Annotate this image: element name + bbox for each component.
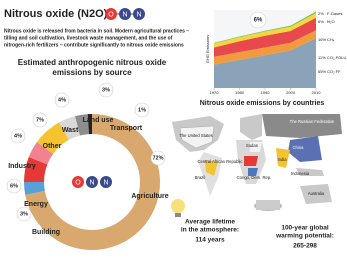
legend-name: N₂O	[327, 19, 335, 24]
segment-value: 6%	[10, 183, 18, 189]
country-label: India	[277, 157, 287, 162]
country-label: Central African Republic	[198, 159, 243, 164]
segment-value: 1%	[138, 107, 146, 113]
area	[214, 13, 316, 48]
donut-segment	[59, 116, 81, 140]
legend-share: 16%	[318, 37, 326, 42]
x-tick-label: 2000	[286, 90, 296, 95]
fact-label: Average lifetime	[185, 219, 235, 226]
atom-label: O	[75, 179, 81, 186]
donut-segment	[75, 114, 89, 136]
value-bubble	[32, 112, 48, 128]
country-label: Brazil	[195, 175, 206, 180]
atom: N	[136, 11, 141, 18]
atom-label: N	[89, 179, 94, 186]
y-axis-label: GHG Emissions	[205, 35, 210, 63]
legend-name: F-Gases	[327, 11, 342, 16]
donut-segment	[24, 156, 48, 182]
country-label: Indonesia	[291, 171, 310, 176]
area	[214, 17, 316, 57]
intro: tilling and soil cultivation, livestock …	[4, 35, 173, 41]
legend-name: CH₄	[327, 37, 335, 42]
donut-segment	[24, 182, 45, 195]
segment-label: Land use	[83, 117, 114, 124]
value-bubble	[98, 82, 114, 98]
callout	[249, 11, 267, 29]
country-label: Sudan	[246, 143, 259, 148]
segment-label: Energy	[24, 201, 48, 208]
fact-label: 100-year global	[281, 225, 329, 232]
fact-value: 114 years	[195, 237, 225, 244]
donut-title: emissions by source	[52, 68, 132, 77]
value-bubble	[150, 150, 166, 166]
map-title: Nitrous oxide emissions by countries	[200, 100, 325, 107]
x-tick-label: 1990	[261, 90, 271, 95]
callout-label: 6%	[254, 18, 263, 24]
value-bubble	[16, 206, 32, 222]
segment-label: Building	[32, 229, 60, 236]
value-bubble	[54, 92, 70, 108]
donut-segment	[36, 122, 69, 154]
intro: Nitrous oxide is released from bacteria …	[4, 28, 189, 34]
atom	[86, 176, 98, 188]
atom	[72, 176, 84, 188]
title: Nitrous oxide (N2O)	[4, 8, 108, 20]
donut-segment	[87, 114, 92, 135]
value-bubble	[6, 178, 22, 194]
x-tick-label: 1980	[235, 90, 245, 95]
segment-value: 7%	[36, 117, 44, 123]
segment-label: Waste	[62, 127, 82, 134]
area	[214, 30, 316, 65]
x-tick-label: 1970	[210, 90, 220, 95]
segment-value: 4%	[58, 97, 66, 103]
x-tick-label: 2010	[312, 90, 322, 95]
segment-label: Industry	[8, 163, 36, 170]
intro: nitrogen-rich fertilizers – contribute s…	[4, 42, 184, 48]
atom-label: N	[103, 179, 108, 186]
value-bubble	[134, 102, 150, 118]
segment-label: Agriculture	[131, 193, 168, 200]
country-label: Congo, Dem. Rep.	[237, 175, 272, 180]
segment-label: Other	[43, 143, 62, 150]
fact-label: warming potential:	[275, 233, 334, 240]
molecule: O N N	[105, 8, 145, 20]
donut-segment	[28, 142, 54, 165]
atom: O	[108, 11, 114, 18]
donut-title: Estimated anthropogenic nitrous oxide	[18, 58, 167, 67]
country-label: China	[293, 145, 305, 150]
segment-value: 4%	[14, 133, 22, 139]
legend-share: 6%	[318, 19, 324, 24]
legend-share: 2%	[318, 11, 324, 16]
legend-name: CO₂ FOLU	[327, 55, 346, 60]
country-label: The Russian Federation	[290, 119, 335, 124]
country-label: The United States	[179, 133, 213, 138]
fact-label: in the atmosphere:	[181, 227, 239, 234]
fact-value: 265-298	[293, 243, 317, 250]
segment-value: 3%	[102, 87, 110, 93]
map: Nitrous oxide emissions by countries The…	[172, 100, 342, 204]
atom: N	[122, 11, 127, 18]
country-label: Australia	[308, 191, 325, 196]
segment-value: 3%	[20, 211, 28, 217]
legend-share: 11%	[318, 55, 326, 60]
segment-value: 72%	[152, 155, 163, 161]
legend-share: 65%	[318, 69, 326, 74]
value-bubble	[10, 128, 26, 144]
segment-label: Transport	[110, 125, 143, 132]
donut: Agriculture 72% Building 3% Energy 6% Industry…	[6, 82, 169, 250]
legend-name: CO₂ FF	[327, 69, 341, 74]
donut-segment	[25, 114, 160, 250]
facts: Average lifetime in the atmosphere: 114 …	[171, 199, 334, 250]
atom	[100, 176, 112, 188]
